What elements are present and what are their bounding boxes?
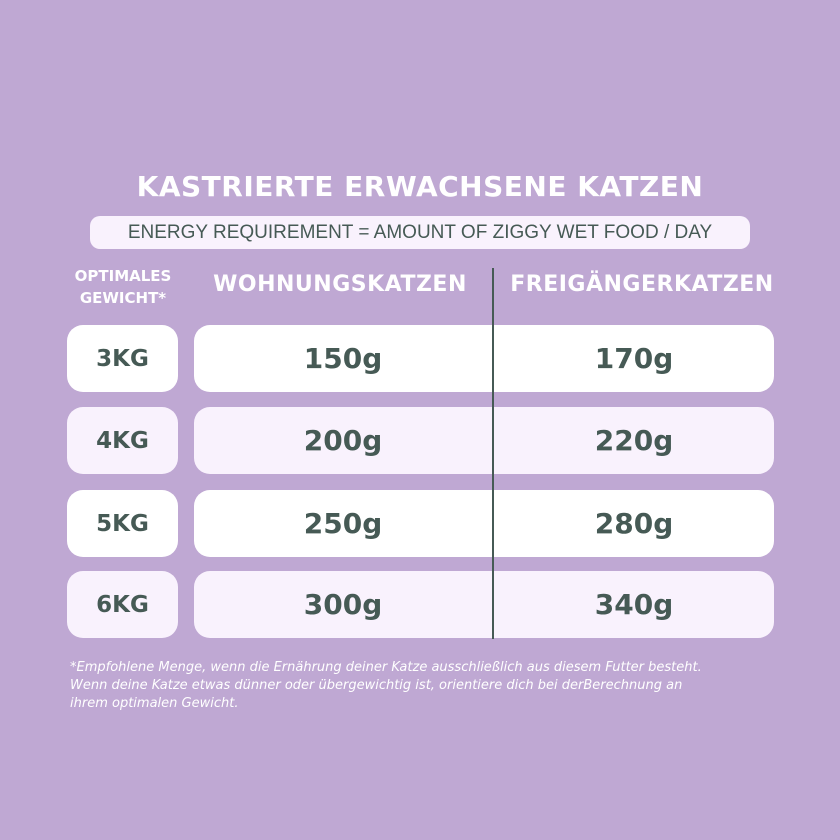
outdoor-amount: 340g bbox=[594, 588, 674, 621]
header-outdoor: FREIGÄNGERKATZEN bbox=[510, 272, 774, 297]
weight-cell: 4KG bbox=[67, 407, 178, 474]
column-divider bbox=[492, 268, 494, 639]
footnote-line: Wenn deine Katze etwas dünner oder überg… bbox=[70, 678, 683, 693]
outdoor-amount: 170g bbox=[594, 342, 674, 375]
table-row: 250g 280g bbox=[194, 490, 774, 557]
header-weight: OPTIMALES GEWICHT* bbox=[56, 265, 190, 309]
header-weight-line2: GEWICHT* bbox=[79, 289, 167, 307]
indoor-amount: 200g bbox=[303, 424, 383, 457]
table-row: 200g 220g bbox=[194, 407, 774, 474]
outdoor-amount: 280g bbox=[594, 507, 674, 540]
header-weight-line1: OPTIMALES bbox=[74, 267, 172, 285]
table-row: 300g 340g bbox=[194, 571, 774, 638]
indoor-amount: 300g bbox=[303, 588, 383, 621]
page-title: KASTRIERTE ERWACHSENE KATZEN bbox=[136, 170, 704, 203]
outdoor-amount: 220g bbox=[594, 424, 674, 457]
table-row: 150g 170g bbox=[194, 325, 774, 392]
indoor-amount: 250g bbox=[303, 507, 383, 540]
indoor-amount: 150g bbox=[303, 342, 383, 375]
weight-cell: 3KG bbox=[67, 325, 178, 392]
footnote-line: *Empfohlene Menge, wenn die Ernährung de… bbox=[70, 660, 702, 675]
footnote-line: ihrem optimalen Gewicht. bbox=[70, 696, 239, 711]
header-indoor: WOHNUNGSKATZEN bbox=[213, 272, 467, 297]
weight-cell: 5KG bbox=[67, 490, 178, 557]
weight-cell: 6KG bbox=[67, 571, 178, 638]
subtitle-pill: ENERGY REQUIREMENT = AMOUNT OF ZIGGY WET… bbox=[90, 216, 750, 249]
footnote: *Empfohlene Menge, wenn die Ernährung de… bbox=[70, 659, 770, 713]
